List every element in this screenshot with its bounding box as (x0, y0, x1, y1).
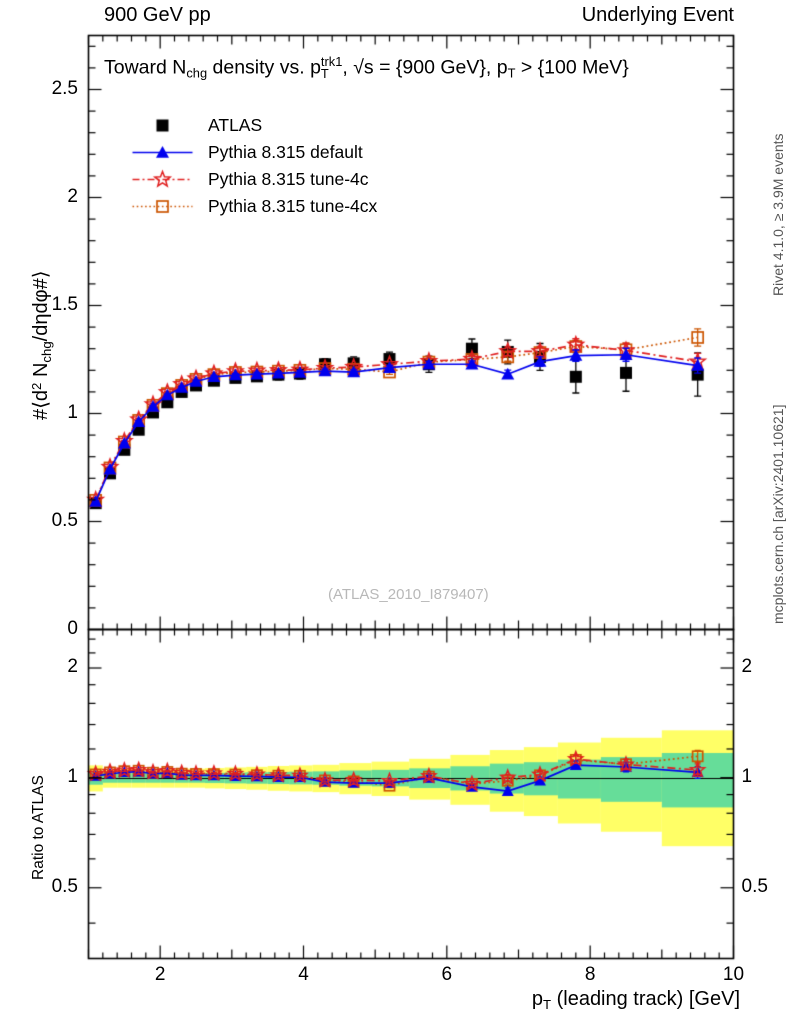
ytick-main-4: 2 (67, 185, 78, 207)
ytick-main-1: 0.5 (51, 509, 78, 531)
xtick-1: 4 (298, 963, 309, 985)
ytick-ratio-right-0: 0.5 (741, 875, 768, 897)
ytick-main-2: 1 (67, 401, 78, 423)
ytick-ratio-left-2: 2 (67, 656, 78, 677)
xtick-2: 6 (441, 963, 453, 985)
ytick-ratio-left-0: 0.5 (51, 875, 78, 897)
xtick-4: 10 (722, 963, 745, 985)
ytick-ratio-right-1: 1 (741, 765, 753, 787)
xtick-0: 2 (154, 963, 166, 985)
ytick-main-0: 0 (67, 617, 78, 639)
ytick-main-3: 1.5 (51, 293, 78, 315)
ytick-ratio-left-1: 1 (67, 765, 78, 787)
ytick-ratio-right-2: 2 (741, 656, 753, 677)
ytick-main-5: 2.5 (51, 77, 78, 99)
xtick-3: 8 (584, 963, 596, 985)
